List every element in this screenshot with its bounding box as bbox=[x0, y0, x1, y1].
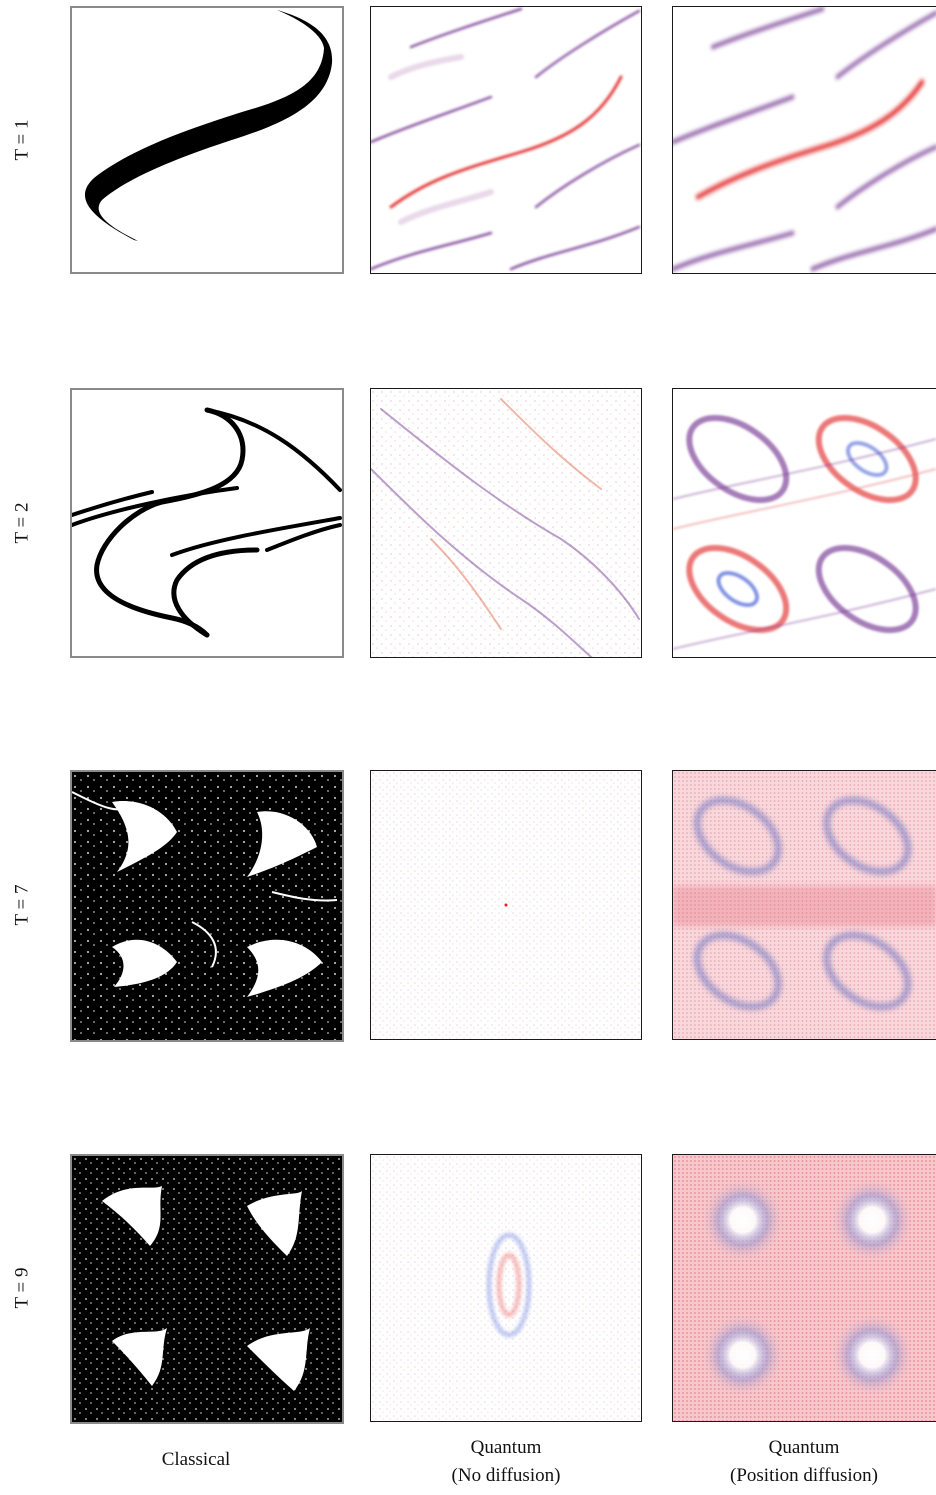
panel-quantum-nodiff-t1 bbox=[370, 6, 642, 274]
panel-quantum-posdiff-t2 bbox=[672, 388, 936, 658]
row-label-t7: T = 7 bbox=[10, 884, 32, 926]
panel-classical-t9 bbox=[70, 1154, 344, 1424]
panel-quantum-posdiff-t1 bbox=[672, 6, 936, 274]
panel-quantum-nodiff-t9 bbox=[370, 1154, 642, 1422]
panel-quantum-posdiff-t7 bbox=[672, 770, 936, 1040]
row-label-t1: T = 1 bbox=[10, 119, 32, 161]
panel-classical-t1 bbox=[70, 6, 344, 274]
panel-quantum-nodiff-t2 bbox=[370, 388, 642, 658]
column-label-quantum-no-diffusion: Quantum (No diffusion) bbox=[451, 1437, 561, 1486]
panel-classical-t7 bbox=[70, 770, 344, 1042]
column-label-quantum-position-diffusion: Quantum (Position diffusion) bbox=[730, 1437, 878, 1486]
column-label-classical: Classical bbox=[161, 1449, 231, 1470]
row-label-t2: T = 2 bbox=[10, 502, 32, 544]
panel-classical-t2 bbox=[70, 388, 344, 658]
panel-quantum-nodiff-t7 bbox=[370, 770, 642, 1040]
row-label-t9: T = 9 bbox=[10, 1267, 32, 1309]
panel-quantum-posdiff-t9 bbox=[672, 1154, 936, 1422]
